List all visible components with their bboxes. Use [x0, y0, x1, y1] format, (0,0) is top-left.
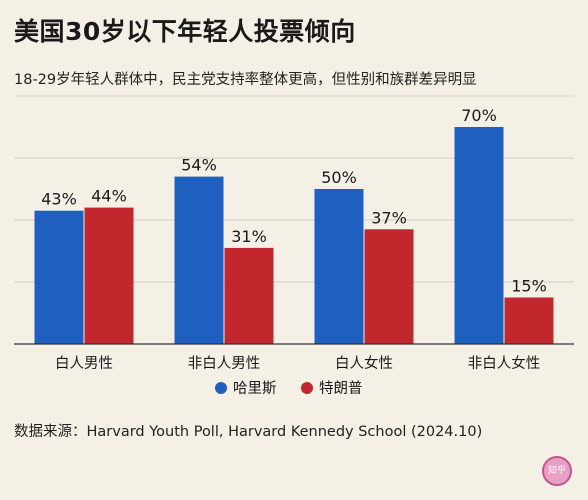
data-label: 15%	[511, 277, 547, 296]
data-label: 44%	[91, 187, 127, 206]
bar	[174, 176, 224, 344]
category-label: 白人女性	[335, 354, 393, 372]
category-label: 非白人男性	[188, 355, 261, 372]
data-label: 37%	[371, 208, 407, 227]
bar	[454, 127, 504, 344]
legend-label: 哈里斯	[233, 380, 277, 397]
bar	[224, 247, 274, 344]
chart-subtitle: 18-29岁年轻人群体中，民主党支持率整体更高，但性别和族群差异明显	[14, 72, 477, 88]
bar	[364, 229, 414, 344]
data-label: 43%	[41, 190, 77, 209]
bar	[84, 207, 134, 344]
data-label: 31%	[231, 227, 267, 246]
legend-label: 特朗普	[319, 380, 363, 397]
legend-marker	[215, 382, 227, 394]
data-label: 54%	[181, 156, 217, 175]
legend-marker	[301, 382, 313, 394]
bar	[314, 189, 364, 344]
watermark-seal: 知乎	[542, 456, 572, 486]
data-label: 50%	[321, 168, 357, 187]
data-label: 70%	[461, 106, 497, 125]
chart-title: 美国30岁以下年轻人投票倾向	[14, 17, 356, 46]
source-note: 数据来源：Harvard Youth Poll, Harvard Kennedy…	[14, 424, 483, 440]
category-label: 非白人女性	[468, 354, 541, 372]
bar-chart: 43% 44% 白人男性 54% 31% 非白人男性 50% 37% 白人女性 70% 15% 非白人…	[14, 95, 574, 397]
bar	[504, 297, 554, 344]
bar	[34, 210, 84, 344]
category-label: 白人男性	[55, 355, 113, 372]
